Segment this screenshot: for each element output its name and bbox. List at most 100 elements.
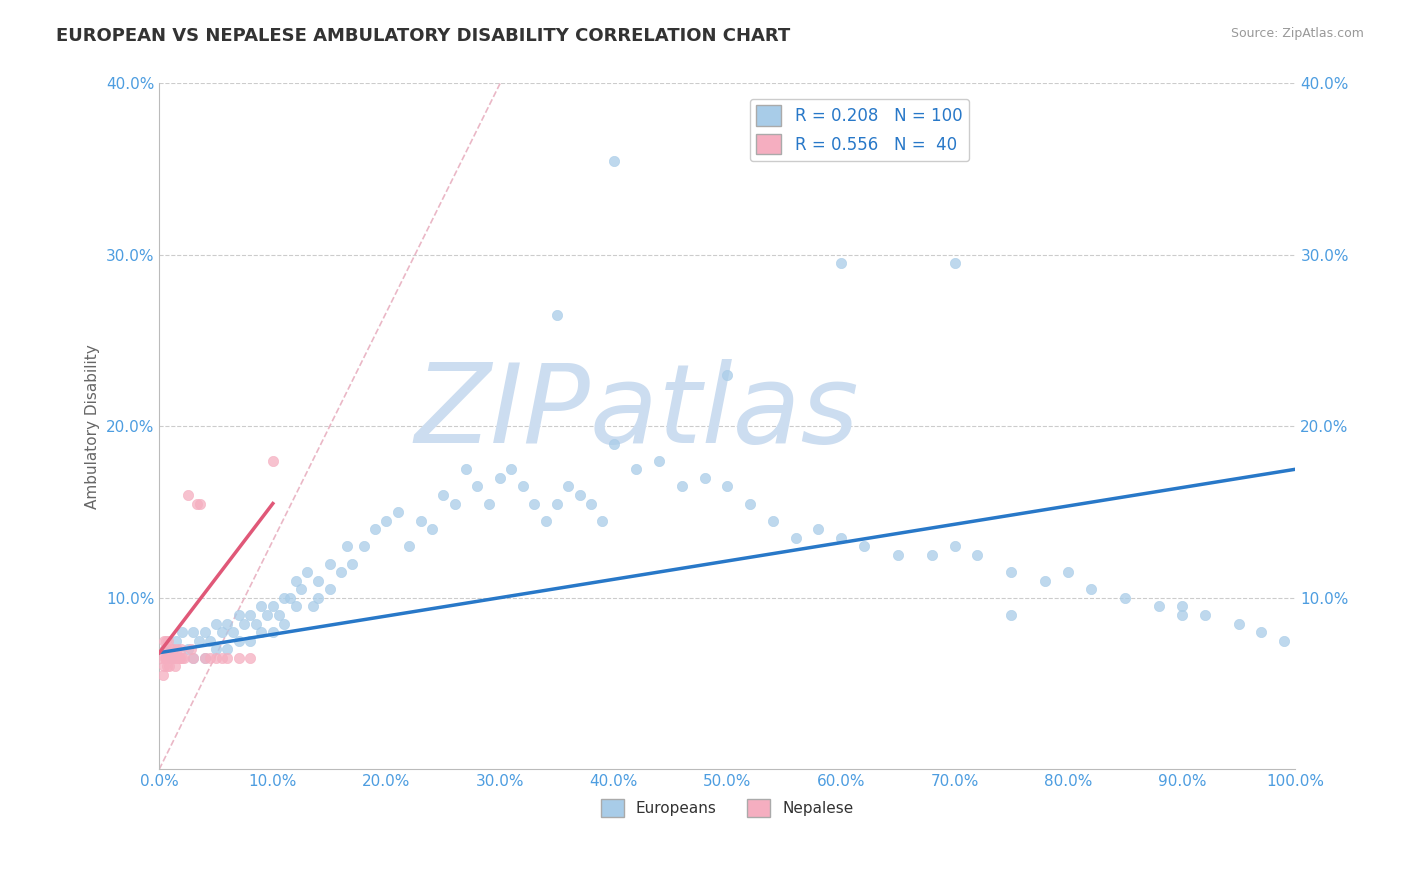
Point [693,471,716,485]
Point [1250,625,1272,640]
Point [273,616,295,631]
Point [626,462,648,476]
Point [167,651,190,665]
Point [176,642,198,657]
Point [157,633,180,648]
Point [1147,599,1170,614]
Point [290,582,312,597]
Point [239,633,262,648]
Point [211,651,233,665]
Point [262,599,284,614]
Point [602,153,624,168]
Point [155,633,177,648]
Point [273,591,295,605]
Point [807,522,830,536]
Point [1171,599,1194,614]
Point [501,462,523,476]
Point [489,471,512,485]
Point [1171,607,1194,622]
Point [188,496,211,510]
Point [420,522,443,536]
Point [830,531,852,545]
Point [150,651,173,665]
Point [153,642,176,657]
Point [153,642,176,657]
Point [194,651,217,665]
Point [1227,616,1250,631]
Point [228,607,250,622]
Point [152,668,174,682]
Point [1057,565,1080,579]
Point [250,599,273,614]
Y-axis label: Ambulatory Disability: Ambulatory Disability [86,344,100,508]
Point [170,651,193,665]
Point [159,651,181,665]
Point [1000,565,1022,579]
Point [568,488,591,502]
Point [217,616,239,631]
Point [188,633,211,648]
Point [1114,591,1136,605]
Point [153,651,176,665]
Point [152,659,174,673]
Point [186,496,208,510]
Point [512,479,534,493]
Point [830,256,852,270]
Point [887,548,910,562]
Point [200,651,222,665]
Point [181,625,204,640]
Point [1035,574,1057,588]
Point [364,522,387,536]
Point [546,496,568,510]
Point [181,651,204,665]
Point [318,557,340,571]
Point [409,514,432,528]
Point [342,557,364,571]
Point [738,496,761,510]
Point [239,607,262,622]
Point [1000,607,1022,622]
Point [330,565,353,579]
Point [1194,607,1216,622]
Point [387,505,409,519]
Point [648,453,671,467]
Text: Source: ZipAtlas.com: Source: ZipAtlas.com [1230,27,1364,40]
Point [943,256,966,270]
Point [318,582,340,597]
Point [155,651,177,665]
Text: EUROPEAN VS NEPALESE AMBULATORY DISABILITY CORRELATION CHART: EUROPEAN VS NEPALESE AMBULATORY DISABILI… [56,27,790,45]
Point [211,625,233,640]
Point [166,642,188,657]
Text: ZIPatlas: ZIPatlas [415,359,859,467]
Point [432,488,454,502]
Point [943,540,966,554]
Point [159,651,181,665]
Point [591,514,613,528]
Point [467,479,489,493]
Point [222,625,245,640]
Point [336,540,359,554]
Point [159,642,181,657]
Point [602,436,624,450]
Point [163,651,186,665]
Point [284,574,307,588]
Point [534,514,557,528]
Point [205,651,228,665]
Point [159,659,181,673]
Point [262,625,284,640]
Point [233,616,256,631]
Point [278,591,301,605]
Point [245,616,267,631]
Point [217,651,239,665]
Point [170,625,193,640]
Point [173,651,195,665]
Point [443,496,465,510]
Point [165,651,187,665]
Point [200,633,222,648]
Point [454,462,477,476]
Point [262,453,284,467]
Point [478,496,501,510]
Point [194,651,217,665]
Point [152,633,174,648]
Point [205,642,228,657]
